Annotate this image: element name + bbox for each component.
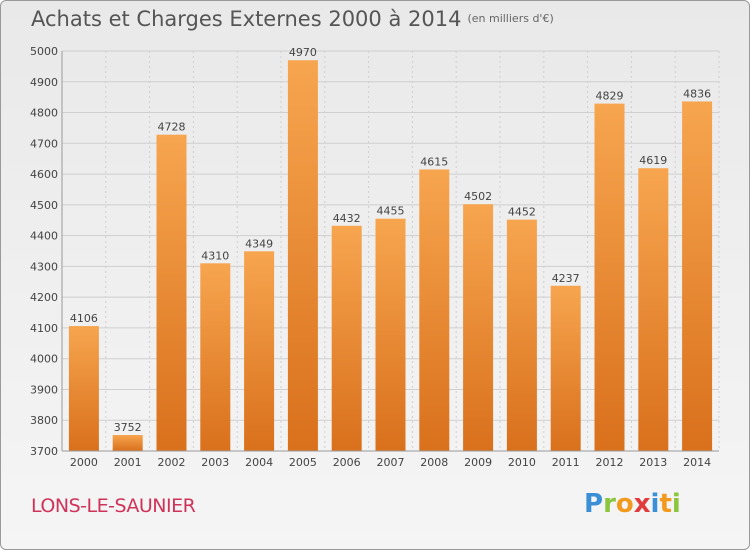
logo-letter: P [584,489,604,519]
y-tick-label: 4600 [30,168,58,181]
bar [506,219,537,451]
bars-layer: 4106 3752 4728 4310 4349 4970 4432 4455 4615 4502… [68,46,713,451]
x-tick-label: 2009 [464,456,492,469]
logo-letter: i [671,489,681,519]
y-tick-label: 4500 [30,199,58,212]
x-tick-label: 2011 [552,456,580,469]
bar [594,103,625,451]
x-tick-label: 2006 [333,456,361,469]
city-name: LONS-LE-SAUNIER [31,495,196,517]
bar-value-label: 4829 [596,90,624,103]
y-tick-label: 4300 [30,260,58,273]
bar-value-label: 4237 [552,272,580,285]
logo-letter: t [659,489,672,519]
x-tick-label: 2012 [596,456,624,469]
x-tick-label: 2007 [377,456,405,469]
bar-value-label: 4432 [333,212,361,225]
y-tick-label: 3800 [30,414,58,427]
x-tick-label: 2000 [70,456,98,469]
y-tick-label: 4200 [30,291,58,304]
x-tick-label: 2014 [683,456,711,469]
y-tick-label: 3900 [30,383,58,396]
y-tick-label: 4800 [30,107,58,120]
bar-value-label: 4310 [201,249,229,262]
bar-value-label: 4615 [420,155,448,168]
x-tick-label: 2005 [289,456,317,469]
bar-value-label: 4502 [464,190,492,203]
bar [375,218,406,451]
bar-value-label: 4349 [245,237,273,250]
y-tick-label: 4700 [30,137,58,150]
bar-value-label: 3752 [114,421,142,434]
bar [156,134,187,451]
y-tick-label: 4400 [30,230,58,243]
bar [419,169,450,451]
bar [682,101,713,451]
bar-value-label: 4728 [158,121,186,134]
y-tick-label: 3700 [30,445,58,458]
bar-value-label: 4452 [508,206,536,219]
x-tick-label: 2001 [114,456,142,469]
logo-letter: r [603,489,616,519]
bar [287,60,318,451]
logo-letter: o [615,489,634,519]
proxiti-logo: Proxiti [584,489,681,519]
x-tick-label: 2008 [420,456,448,469]
y-tick-label: 4000 [30,353,58,366]
bar-value-label: 4455 [377,205,405,218]
bar [550,285,581,451]
x-tick-label: 2003 [201,456,229,469]
x-tick-label: 2002 [158,456,186,469]
x-tick-label: 2004 [245,456,273,469]
bar-value-label: 4619 [639,154,667,167]
x-tick-label: 2010 [508,456,536,469]
x-tick-label: 2013 [639,456,667,469]
y-tick-label: 4900 [30,76,58,89]
title-text: Achats et Charges Externes 2000 à 2014 [31,7,462,31]
chart-subtitle: (en milliers d'€) [467,12,554,25]
logo-letter: x [633,489,651,519]
bar [244,251,275,451]
bar [112,435,143,451]
bar [638,168,669,451]
logo-letter: i [650,489,660,519]
chart-title: Achats et Charges Externes 2000 à 2014 (e… [31,7,554,31]
bar-value-label: 4836 [683,87,711,100]
axis-layer: 3700 3800 3900 4000 4100 4200 4300 4400 4500 4600… [30,45,719,469]
bar [463,204,494,451]
y-tick-label: 4100 [30,322,58,335]
bar-value-label: 4106 [70,312,98,325]
bar [68,326,99,451]
y-tick-label: 5000 [30,45,58,58]
bar-value-label: 4970 [289,46,317,59]
bar [331,225,362,451]
bar [200,263,231,451]
